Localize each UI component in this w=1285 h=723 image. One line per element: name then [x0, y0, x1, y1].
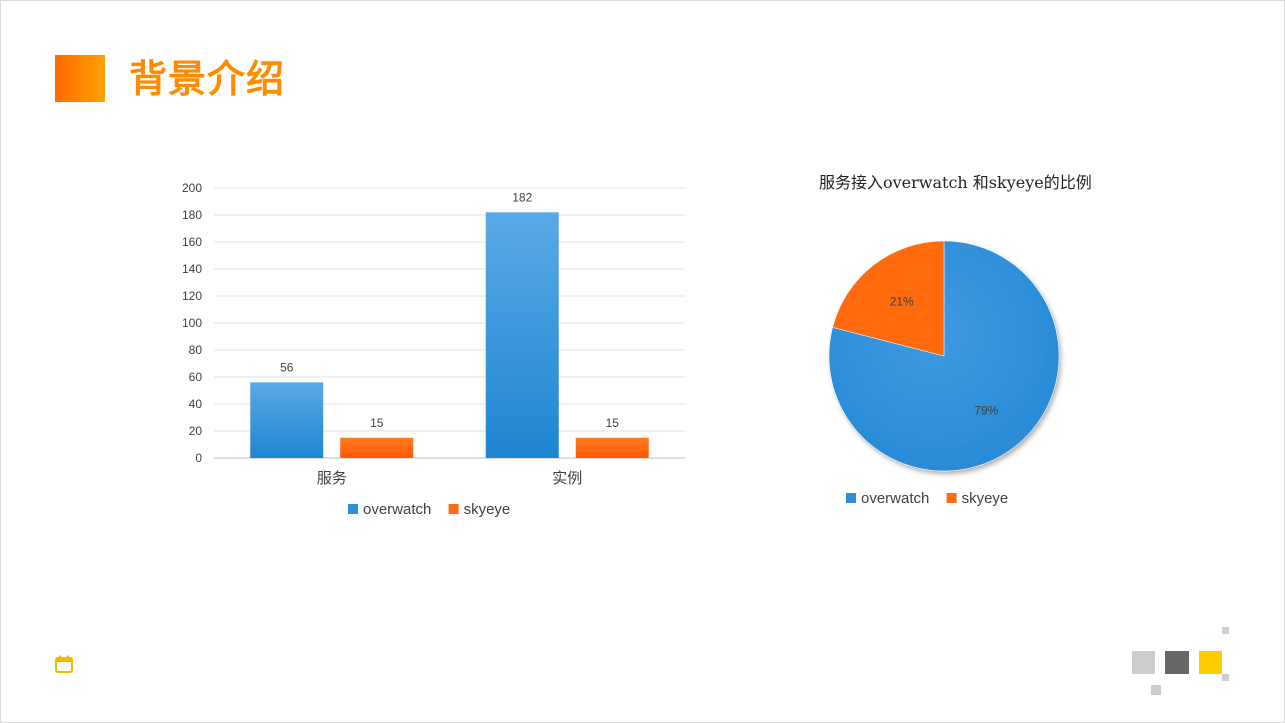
- calendar-icon: [55, 655, 73, 673]
- bar-overwatch-1: [485, 212, 559, 458]
- pie-legend-label-skyeye: skyeye: [962, 490, 1009, 507]
- y-tick-label: 0: [195, 451, 202, 465]
- y-tick-label: 40: [189, 397, 203, 411]
- pie-legend-label-overwatch: overwatch: [861, 490, 929, 507]
- bar-skyeye-0: [340, 437, 414, 458]
- pie-label-skyeye: 21%: [890, 294, 914, 308]
- pie-slice-overwatch: [828, 240, 1060, 472]
- y-tick-label: 100: [182, 316, 202, 330]
- legend-label-skyeye: skyeye: [464, 501, 511, 518]
- x-tick-label: 服务: [317, 470, 347, 487]
- data-label: 15: [606, 416, 620, 430]
- x-tick-label: 实例: [552, 470, 582, 487]
- pie-label-overwatch: 79%: [974, 404, 998, 418]
- y-tick-label: 140: [182, 262, 202, 276]
- pie-legend-swatch-overwatch: [846, 493, 856, 503]
- page-title: 背景介绍: [129, 57, 286, 101]
- bar-skyeye-1: [575, 437, 649, 458]
- y-tick-label: 120: [182, 289, 202, 303]
- data-label: 56: [280, 360, 294, 374]
- y-tick-label: 180: [182, 208, 202, 222]
- pie-legend-swatch-skyeye: [946, 493, 957, 503]
- legend-label-overwatch: overwatch: [363, 501, 431, 518]
- y-tick-label: 160: [182, 235, 202, 249]
- legend-swatch-overwatch: [348, 504, 358, 514]
- y-tick-label: 80: [189, 343, 203, 357]
- legend-swatch-skyeye: [448, 504, 459, 514]
- y-tick-label: 20: [189, 424, 203, 438]
- pie-chart-title: 服务接入overwatch 和skyeye的比例: [819, 173, 1092, 192]
- title-accent-square: [55, 55, 105, 102]
- data-label: 15: [370, 416, 384, 430]
- pie-slice-skyeye: [832, 240, 945, 357]
- y-tick-label: 60: [189, 370, 203, 384]
- y-tick-label: 200: [182, 181, 202, 195]
- bar-chart: 0 20 40 60 80 100 120 140 160 180 200 56 15 182 15 服务…: [182, 181, 685, 518]
- pie-chart: 79% 21% overwatch skyeye: [828, 240, 1060, 507]
- data-label: 182: [512, 190, 532, 204]
- bar-overwatch-0: [250, 382, 324, 458]
